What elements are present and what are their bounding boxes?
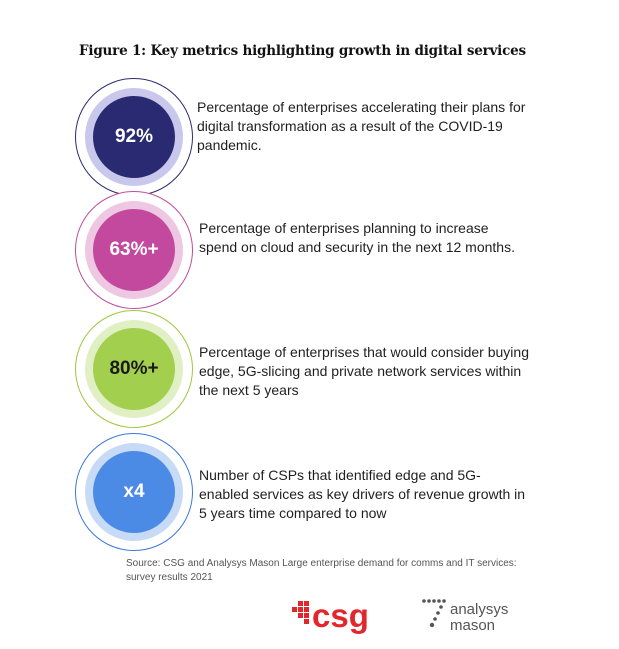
metric-value: 92% [93,96,175,178]
analysys-mason-mark: analysys mason [422,599,508,634]
analysys-wordmark: analysys [450,601,508,618]
mason-wordmark: mason [450,617,495,634]
metric-value: x4 [93,451,175,533]
metric-item: 80%+ Percentage of enterprises that woul… [75,310,595,430]
metric-item: 63%+ Percentage of enterprises planning … [75,191,595,311]
metric-value: 63%+ [93,209,175,291]
csg-wordmark: csg [312,597,369,634]
metric-item: x4 Number of CSPs that identified edge a… [75,433,595,553]
csg-logo-mark: csg [292,597,369,634]
source-note: Source: CSG and Analysys Mason Large ent… [126,558,517,583]
metric-item: 92% Percentage of enterprises accelerati… [75,78,595,198]
figure-title: Figure 1: Key metrics highlighting growt… [79,43,526,59]
analysys-mason-logo: analysys mason [420,597,530,637]
metric-description: Percentage of enterprises accelerating t… [197,99,526,153]
metric-description: Percentage of enterprises planning to in… [199,220,515,255]
csg-logo: csg [292,597,402,637]
metric-description: Percentage of enterprises that would con… [199,344,529,398]
metric-value: 80%+ [93,328,175,410]
metric-description: Number of CSPs that identified edge and … [199,467,526,521]
